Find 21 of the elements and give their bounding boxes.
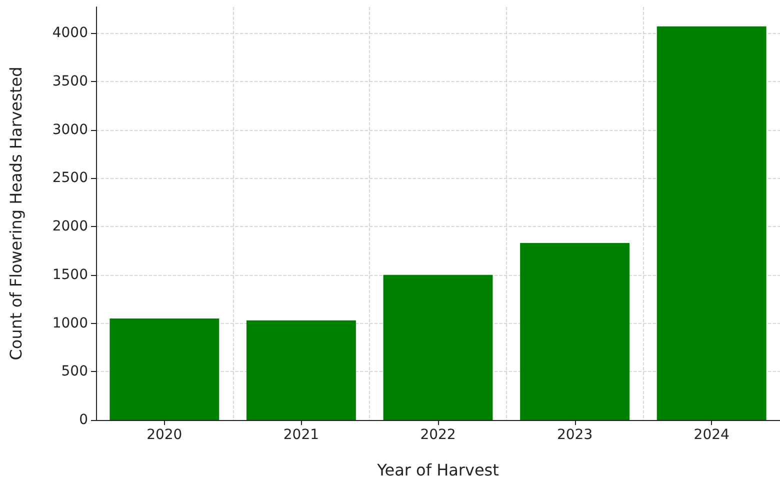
y-tick-label: 2000 — [52, 218, 88, 235]
y-tick-label: 1500 — [52, 266, 88, 283]
x-tick-label: 2023 — [556, 427, 593, 443]
bar — [383, 274, 493, 420]
x-tick-label: 2020 — [146, 427, 182, 443]
bar — [110, 318, 220, 420]
x-tick-label: 2024 — [694, 427, 730, 443]
y-axis-title: Count of Flowering Heads Harvested — [6, 66, 26, 360]
y-tick-label: 1000 — [52, 315, 88, 332]
y-tick-label: 2500 — [52, 170, 88, 186]
y-tick-label: 0 — [79, 412, 88, 428]
y-tick-label: 4000 — [52, 25, 88, 42]
bar — [246, 320, 356, 420]
bar — [656, 26, 766, 420]
y-tick-label: 500 — [61, 364, 88, 380]
x-axis-title: Year of Harvest — [376, 460, 499, 480]
x-tick-label: 2021 — [283, 427, 320, 443]
y-tick-label: 3500 — [52, 73, 88, 90]
x-tick-label: 2022 — [420, 427, 456, 443]
bar — [520, 243, 630, 420]
y-tick-label: 3000 — [52, 122, 88, 138]
